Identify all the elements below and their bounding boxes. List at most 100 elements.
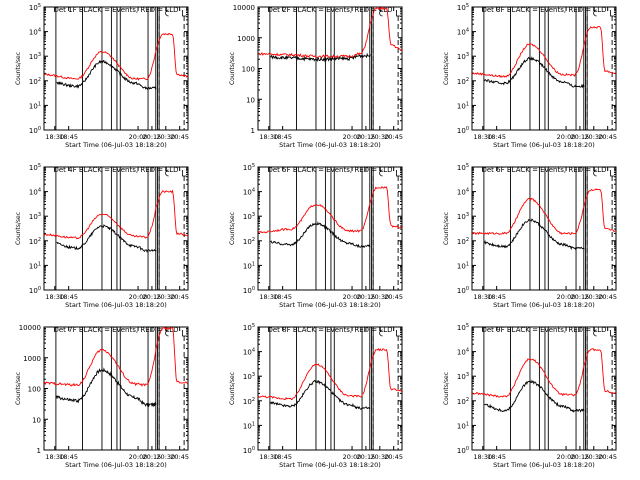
attenuator-mark bbox=[396, 330, 401, 337]
x-tick-label: 18:30 bbox=[45, 293, 64, 301]
y-tick-label: 101 bbox=[29, 261, 41, 270]
x-tick-label: 20:00 bbox=[343, 133, 362, 141]
y-tick-label: 1 bbox=[37, 447, 41, 455]
x-tick-label: 18:45 bbox=[487, 133, 506, 141]
y-tick-label: 100 bbox=[457, 446, 469, 455]
chart-panel-3: Det 3F BLACK = Events, RED = LLD Counts/s… bbox=[443, 3, 617, 149]
y-tick-label: 104 bbox=[243, 348, 255, 357]
series-events-line bbox=[270, 52, 371, 63]
y-tick-label: 103 bbox=[243, 372, 255, 381]
chart-panel-1: Det 1F BLACK = Events, RED = LLD Counts/s… bbox=[15, 3, 189, 149]
y-tick-label: 100 bbox=[29, 286, 41, 295]
y-tick-label: 105 bbox=[29, 163, 41, 172]
plot-frame bbox=[43, 326, 189, 451]
y-tick-label: 104 bbox=[457, 28, 469, 37]
y-tick-label: 10000 bbox=[19, 324, 41, 332]
series-lld-line bbox=[258, 6, 403, 59]
x-tick-label: 20:00 bbox=[129, 453, 148, 461]
y-tick-label: 100 bbox=[457, 286, 469, 295]
y-tick-label: 104 bbox=[457, 348, 469, 357]
attenuator-mark bbox=[379, 169, 383, 177]
x-tick-label: 18:45 bbox=[487, 293, 506, 301]
y-tick-label: 104 bbox=[29, 188, 41, 197]
x-axis-label: Start Time (06-Jul-03 18:18:20) bbox=[65, 141, 167, 149]
y-tick-label: 103 bbox=[29, 212, 41, 221]
y-tick-label: 10 bbox=[246, 96, 255, 104]
series-lld-line bbox=[472, 25, 616, 78]
x-tick-label: 20:15 bbox=[357, 133, 376, 141]
y-tick-label: 100 bbox=[242, 66, 255, 74]
plot-frame bbox=[471, 326, 617, 451]
x-tick-label: 18:30 bbox=[259, 133, 278, 141]
chart-panel-9: Det 9F BLACK = Events, RED = LLD Counts/s… bbox=[443, 323, 617, 469]
y-tick-label: 101 bbox=[243, 261, 255, 270]
series-lld-line bbox=[472, 348, 616, 398]
y-tick-label: 10000 bbox=[233, 4, 255, 12]
x-tick-label: 20:00 bbox=[557, 453, 576, 461]
x-tick-label: 20:45 bbox=[598, 133, 617, 141]
attenuator-mark bbox=[396, 10, 401, 17]
x-tick-label: 20:45 bbox=[598, 293, 617, 301]
attenuator-mark bbox=[396, 170, 401, 177]
x-tick-label: 18:45 bbox=[273, 453, 292, 461]
x-tick-label: 20:45 bbox=[598, 453, 617, 461]
y-tick-label: 105 bbox=[243, 163, 255, 172]
y-tick-label: 103 bbox=[457, 212, 469, 221]
y-tick-label: 101 bbox=[29, 101, 41, 110]
x-tick-label: 18:45 bbox=[273, 293, 292, 301]
chart-title: Det 5F BLACK = Events, RED = LLD bbox=[267, 166, 392, 174]
y-tick-label: 102 bbox=[29, 237, 41, 246]
x-tick-label: 20:15 bbox=[571, 453, 590, 461]
attenuator-mark bbox=[165, 9, 169, 17]
attenuator-mark bbox=[610, 10, 615, 17]
series-events-line bbox=[270, 221, 371, 249]
y-tick-label: 103 bbox=[243, 212, 255, 221]
chart-title: Det 7F BLACK = Events, RED = LLD bbox=[53, 326, 178, 334]
series-lld-line bbox=[471, 188, 616, 236]
x-tick-label: 20:00 bbox=[343, 453, 362, 461]
x-tick-label: 18:45 bbox=[273, 133, 292, 141]
y-tick-label: 103 bbox=[457, 372, 469, 381]
chart-title: Det 3F BLACK = Events, RED = LLD bbox=[481, 6, 606, 14]
series-lld-line bbox=[43, 326, 188, 387]
y-tick-label: 101 bbox=[457, 421, 469, 430]
chart-title: Det 4F BLACK = Events, RED = LLD bbox=[53, 166, 178, 174]
y-tick-label: 101 bbox=[457, 101, 469, 110]
plot-frame bbox=[43, 166, 189, 291]
chart-panel-7: Det 7F BLACK = Events, RED = LLD Counts/s… bbox=[15, 324, 189, 469]
x-axis-label: Start Time (06-Jul-03 18:18:20) bbox=[279, 461, 381, 469]
x-tick-label: 20:30 bbox=[156, 293, 175, 301]
y-tick-label: 104 bbox=[29, 28, 41, 37]
series-lld-line bbox=[43, 189, 188, 240]
attenuator-mark bbox=[165, 169, 169, 177]
y-tick-label: 101 bbox=[243, 421, 255, 430]
series-events-line bbox=[56, 367, 157, 408]
x-tick-label: 20:45 bbox=[384, 453, 403, 461]
x-tick-label: 18:30 bbox=[473, 293, 492, 301]
y-tick-label: 1000 bbox=[237, 35, 255, 43]
x-tick-label: 20:45 bbox=[170, 133, 189, 141]
y-tick-label: 100 bbox=[29, 126, 41, 135]
attenuator-mark bbox=[593, 169, 597, 177]
x-tick-label: 20:30 bbox=[156, 453, 175, 461]
x-tick-label: 20:15 bbox=[357, 453, 376, 461]
y-axis-label: Counts/sec bbox=[443, 372, 450, 405]
y-tick-label: 1 bbox=[251, 127, 255, 135]
chart-panel-4: Det 4F BLACK = Events, RED = LLD Counts/s… bbox=[15, 163, 189, 309]
x-tick-label: 18:30 bbox=[473, 133, 492, 141]
x-axis-label: Start Time (06-Jul-03 18:18:20) bbox=[493, 301, 595, 309]
y-tick-label: 105 bbox=[457, 323, 469, 332]
x-tick-label: 20:15 bbox=[571, 133, 590, 141]
x-tick-label: 20:30 bbox=[584, 293, 603, 301]
y-tick-label: 103 bbox=[29, 52, 41, 61]
y-tick-label: 100 bbox=[243, 446, 255, 455]
series-events-line bbox=[484, 218, 585, 251]
x-tick-label: 20:30 bbox=[370, 293, 389, 301]
x-axis-label: Start Time (06-Jul-03 18:18:20) bbox=[65, 301, 167, 309]
attenuator-mark bbox=[182, 170, 187, 177]
x-tick-label: 18:30 bbox=[473, 453, 492, 461]
attenuator-mark bbox=[593, 329, 597, 337]
y-tick-label: 102 bbox=[457, 237, 469, 246]
x-tick-label: 18:45 bbox=[487, 453, 506, 461]
